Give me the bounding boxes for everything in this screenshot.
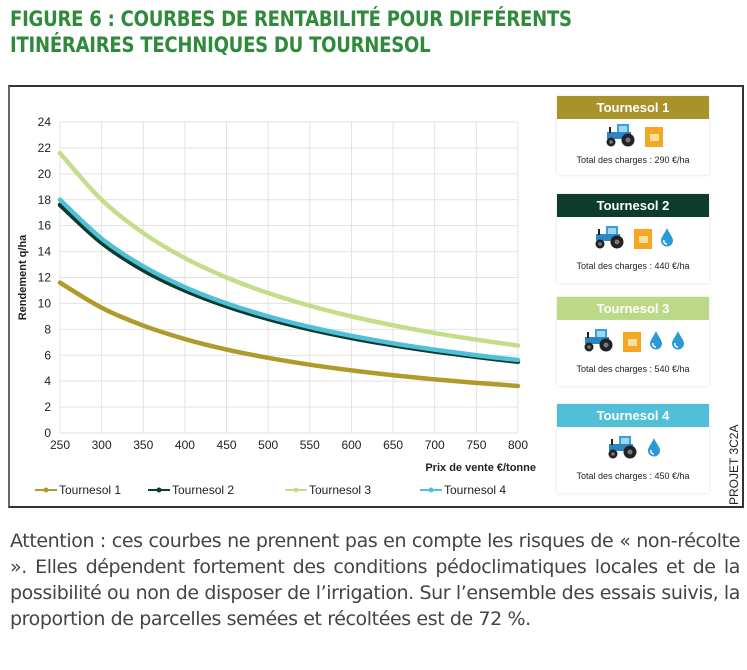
panel-icons	[557, 320, 709, 364]
water-drop-icon	[649, 330, 663, 355]
panel-icons	[557, 427, 709, 471]
panel-cost: Total des charges : 290 €/ha	[576, 155, 690, 165]
x-tick-label: 700	[425, 438, 445, 452]
panel-header: Tournesol 4	[557, 404, 709, 427]
y-tick-label: 14	[38, 245, 52, 259]
x-tick-label: 750	[466, 438, 486, 452]
figure-frame	[8, 85, 744, 508]
x-axis-label: Prix de vente €/tonne	[425, 462, 536, 474]
y-tick-label: 0	[44, 426, 51, 440]
y-tick-label: 16	[38, 219, 52, 233]
panel-header: Tournesol 3	[557, 297, 709, 320]
tractor-icon	[592, 225, 626, 254]
x-tick-label: 800	[508, 438, 528, 452]
seed-bag-icon	[645, 127, 663, 147]
x-tick-label: 600	[341, 438, 361, 452]
y-tick-label: 4	[44, 374, 51, 388]
tractor-icon	[605, 435, 639, 464]
tractor-icon	[603, 123, 637, 152]
panel-tournesol-1: Tournesol 1 Total des charges : 290 €/ha	[557, 96, 709, 175]
legend-marker	[428, 487, 434, 493]
panel-icons	[557, 217, 709, 261]
water-drop-icon	[647, 437, 661, 462]
x-tick-label: 450	[217, 438, 237, 452]
water-drop-icon	[671, 330, 685, 355]
x-tick-label: 500	[258, 438, 278, 452]
legend-label: Tournesol 1	[59, 483, 121, 497]
title-line-1: FIGURE 6 : COURBES DE RENTABILITÉ POUR D…	[10, 7, 572, 31]
y-tick-label: 20	[38, 167, 52, 181]
series-line-3	[57, 150, 521, 348]
seed-bag-icon	[634, 229, 652, 249]
x-tick-label: 250	[50, 438, 70, 452]
legend-marker	[156, 487, 162, 493]
y-tick-label: 24	[38, 115, 52, 129]
tractor-icon	[581, 328, 615, 357]
panel-tournesol-4: Tournesol 4 Total des charges : 450 €/ha	[557, 404, 709, 493]
x-tick-label: 550	[300, 438, 320, 452]
y-tick-label: 10	[38, 296, 52, 310]
panel-icons	[557, 119, 709, 155]
panel-cost: Total des charges : 540 €/ha	[576, 364, 690, 374]
y-tick-label: 8	[44, 322, 51, 336]
project-label: PROJET 3C2A	[727, 424, 741, 505]
seed-bag-icon	[623, 332, 641, 352]
series-line-2	[57, 202, 521, 364]
x-tick-label: 350	[133, 438, 153, 452]
x-tick-label: 400	[175, 438, 195, 452]
legend-marker	[293, 487, 299, 493]
legend-label: Tournesol 3	[309, 483, 371, 497]
panel-cost: Total des charges : 440 €/ha	[576, 261, 690, 271]
legend-label: Tournesol 4	[444, 483, 506, 497]
y-tick-label: 2	[44, 400, 51, 414]
legend-marker	[43, 487, 49, 493]
panel-tournesol-2: Tournesol 2 Total des charges : 440 €/ha	[557, 194, 709, 283]
panel-tournesol-3: Tournesol 3 Total des charges : 540 €/ha	[557, 297, 709, 386]
water-drop-icon	[660, 227, 674, 252]
note-text: Attention : ces courbes ne prennent pas …	[10, 530, 740, 630]
panel-cost: Total des charges : 450 €/ha	[576, 471, 690, 481]
series-line-4	[57, 197, 521, 363]
figure-title: FIGURE 6 : COURBES DE RENTABILITÉ POUR D…	[10, 6, 715, 58]
panel-header: Tournesol 1	[557, 96, 709, 119]
x-tick-label: 300	[92, 438, 112, 452]
y-tick-label: 22	[38, 141, 52, 155]
y-tick-label: 18	[38, 193, 52, 207]
series-line-1	[57, 280, 521, 389]
legend-label: Tournesol 2	[172, 483, 234, 497]
y-axis-label: Rendement q/ha	[17, 234, 29, 320]
y-tick-label: 12	[38, 271, 52, 285]
x-tick-label: 650	[383, 438, 403, 452]
y-tick-label: 6	[44, 348, 51, 362]
title-line-2: ITINÉRAIRES TECHNIQUES DU TOURNESOL	[10, 33, 431, 57]
panel-header: Tournesol 2	[557, 194, 709, 217]
